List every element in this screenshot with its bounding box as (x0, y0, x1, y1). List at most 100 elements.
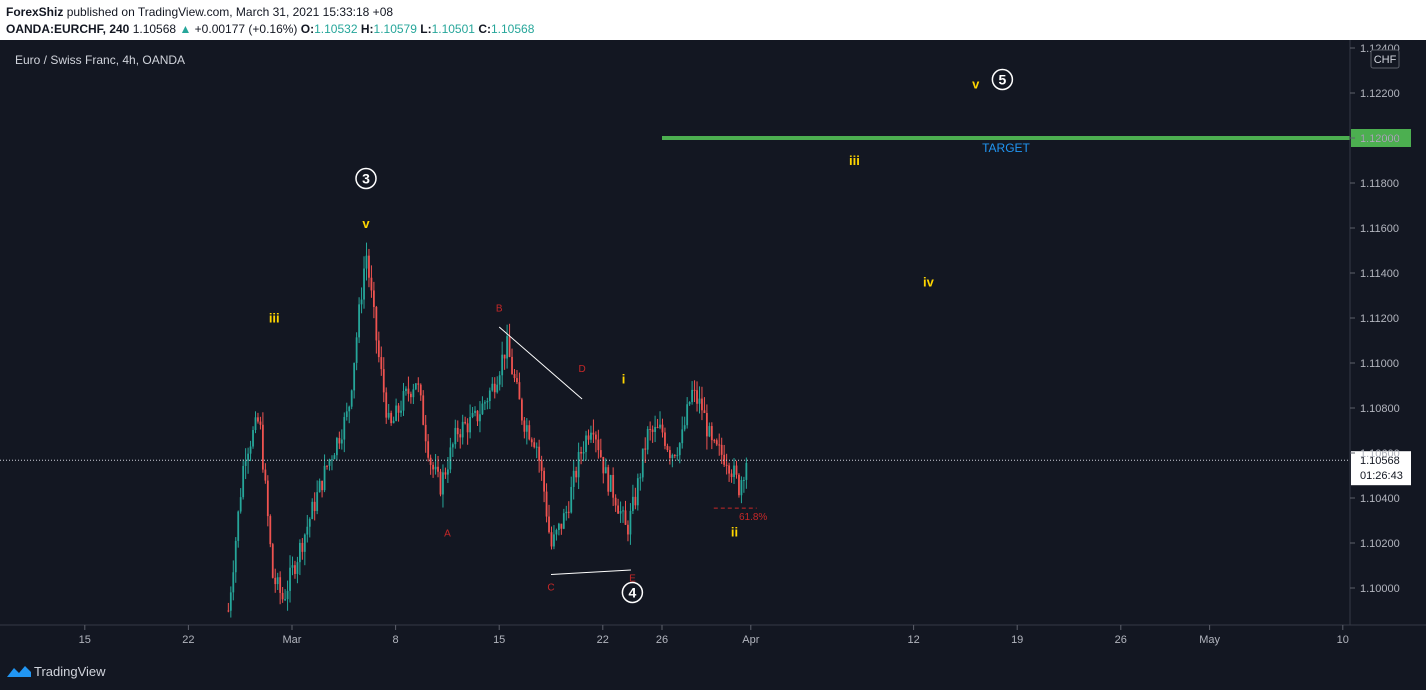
currency-badge[interactable]: CHF (1370, 49, 1400, 69)
candle-body (294, 565, 296, 574)
price-chart[interactable]: 1.1056801:26:431.12000TARGET61.8%iiiviii… (0, 40, 1426, 652)
candle-body (360, 299, 363, 305)
candle (397, 403, 400, 422)
wave-circle (355, 167, 377, 190)
candle-body (318, 480, 321, 493)
candle (340, 429, 343, 450)
high-value: 1.10579 (373, 22, 417, 36)
candle (678, 442, 681, 464)
candle-body (631, 496, 634, 511)
last-price-label: 1.10568 (1360, 455, 1400, 467)
candle (486, 397, 489, 410)
candle (661, 418, 664, 438)
candle (363, 256, 365, 309)
candle-body (592, 432, 595, 435)
candle (461, 414, 464, 445)
candle-body (503, 354, 506, 359)
candle-body (434, 466, 437, 470)
candle-body (624, 510, 627, 525)
candle (548, 504, 550, 534)
candle (693, 380, 696, 403)
candle-body (392, 420, 395, 424)
candle-body (585, 435, 587, 452)
candle-body (377, 340, 380, 358)
candle (683, 416, 686, 432)
candle-body (239, 497, 242, 512)
candle-body (449, 447, 452, 470)
candle (227, 602, 230, 613)
candle-body (286, 590, 289, 600)
candle (353, 362, 356, 399)
candle (602, 456, 605, 484)
candle (624, 500, 627, 526)
candle-body (701, 398, 703, 411)
candle (557, 522, 560, 536)
footer-brand[interactable]: TradingView (34, 664, 106, 679)
candle (331, 455, 333, 471)
candle-body (417, 383, 420, 385)
x-tick-label: 15 (79, 634, 91, 646)
fib-level-label: 61.8% (739, 512, 767, 523)
candle-body (745, 462, 748, 480)
tradingview-logo-icon[interactable] (6, 663, 32, 679)
candle (229, 586, 232, 618)
candle (592, 419, 595, 443)
candle-body (429, 457, 432, 465)
author-name[interactable]: ForexShiz (6, 5, 64, 19)
candle-body (249, 446, 252, 454)
candle (454, 419, 457, 449)
y-tick-label: 1.10200 (1360, 538, 1400, 550)
triangle-trendline[interactable] (550, 569, 631, 575)
candle (449, 437, 452, 474)
candle-body (740, 480, 743, 496)
triangle-trendline[interactable] (498, 326, 583, 400)
candle (323, 454, 326, 493)
y-tick-label: 1.11200 (1360, 313, 1399, 325)
x-tick-label: 12 (907, 634, 919, 646)
candle-body (390, 412, 393, 424)
candle-body (370, 277, 373, 291)
candle (380, 346, 383, 376)
wave-label-red: B (496, 303, 503, 314)
candle (387, 404, 390, 420)
candle (247, 447, 249, 474)
candle-body (703, 410, 706, 414)
candle (444, 467, 447, 479)
candle (545, 483, 548, 523)
candle-body (483, 402, 486, 404)
candle (429, 454, 432, 475)
candle-body (340, 439, 343, 444)
candle-body (276, 577, 279, 585)
candle-body (639, 477, 642, 479)
candle (607, 464, 610, 496)
candle (488, 387, 491, 409)
candle-body (451, 444, 454, 448)
wave-label-yellow: v (362, 216, 370, 231)
y-tick-label: 1.11000 (1360, 358, 1399, 370)
candle-body (518, 382, 521, 400)
candle-body (570, 486, 573, 513)
candle (442, 464, 444, 508)
candle-body (562, 513, 565, 529)
candle-body (555, 529, 558, 535)
candle (533, 437, 536, 449)
candle-body (237, 511, 240, 541)
candle-body (269, 516, 272, 545)
candle-body (513, 374, 516, 379)
candle (520, 397, 523, 425)
wave-circle-number: 3 (362, 171, 370, 187)
candle-body (676, 455, 679, 457)
candle-body (414, 383, 417, 390)
candle (627, 520, 629, 542)
wave-label-red: C (547, 582, 554, 593)
candle (432, 461, 434, 478)
candle (328, 458, 331, 471)
candle-body (348, 406, 351, 412)
candle-body (446, 469, 449, 475)
candle (422, 390, 425, 426)
candle-body (661, 424, 664, 433)
candle (318, 478, 321, 493)
candle (333, 452, 336, 460)
candle-body (298, 542, 301, 563)
candle (565, 505, 568, 521)
